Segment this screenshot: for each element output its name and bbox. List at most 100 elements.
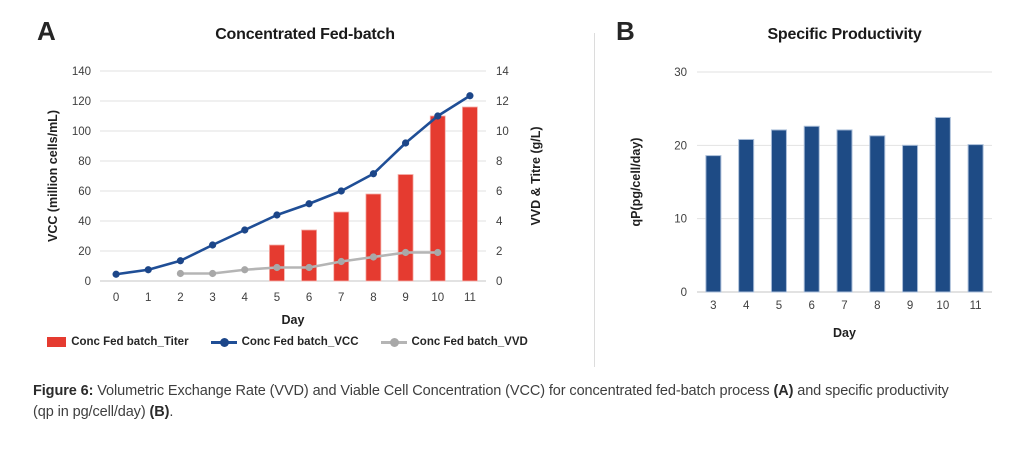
titer-bar — [333, 211, 350, 282]
caption-figure-label: Figure 6: — [33, 383, 94, 399]
caption-bold-b: (B) — [149, 404, 170, 420]
qp-bar — [803, 125, 820, 293]
caption-text-1: Volumetric Exchange Rate (VVD) and Viabl… — [93, 383, 774, 399]
x-axis-tick-label: 10 — [936, 300, 949, 312]
series-marker — [208, 241, 217, 249]
chart-b-title: Specific Productivity — [767, 26, 922, 43]
chart-a-legend: Conc Fed batch_Titer Conc Fed batch_VCC … — [35, 336, 540, 348]
series-marker — [369, 253, 378, 261]
titer-bar — [429, 115, 446, 282]
titer-bar — [397, 174, 414, 282]
x-axis-tick-label: 5 — [776, 300, 782, 312]
qp-bar — [902, 144, 919, 293]
x-axis-tick-label: 7 — [841, 300, 847, 312]
x-axis-tick-label: 11 — [970, 300, 982, 312]
right-axis-title: VVD & Titre (g/L) — [529, 126, 543, 225]
series-marker — [466, 92, 474, 100]
left-axis-tick-label: 140 — [72, 66, 91, 78]
legend-label-titer: Conc Fed batch_Titer — [71, 336, 189, 348]
right-axis-tick-label: 0 — [496, 276, 502, 288]
figure-caption: Figure 6: Volumetric Exchange Rate (VVD)… — [33, 381, 968, 423]
series-marker — [434, 248, 442, 257]
series-marker — [401, 248, 410, 257]
x-axis-tick-label: 4 — [743, 300, 750, 312]
right-axis-tick-label: 4 — [496, 216, 503, 228]
vvd-line-swatch-icon — [380, 337, 407, 347]
x-axis-tick-label: 1 — [145, 292, 151, 304]
y-axis-tick-label: 10 — [674, 214, 687, 226]
x-axis-tick-label: 4 — [242, 292, 249, 304]
series-marker — [369, 170, 378, 178]
series-marker — [144, 266, 152, 274]
legend-item-vvd: Conc Fed batch_VVD — [380, 336, 528, 348]
series-line — [114, 94, 472, 276]
series-marker — [176, 269, 185, 278]
y-axis-tick-label: 0 — [681, 287, 687, 299]
panel-b-specific-productivity: B Specific Productivity 0 10 20 30 qP(pg/cel… — [600, 10, 1012, 375]
legend-item-titer: Conc Fed batch_Titer — [47, 336, 189, 348]
x-axis-tick-label: 8 — [874, 300, 880, 312]
qp-bar — [869, 135, 886, 293]
legend-label-vcc: Conc Fed batch_VCC — [241, 336, 359, 348]
qp-bar — [836, 129, 853, 293]
right-axis-tick-label: 14 — [496, 66, 509, 78]
y-axis-tick-label: 20 — [674, 140, 687, 152]
titer-bar — [269, 244, 285, 282]
caption-text-2: and specific productivity (qp in pg/cell… — [33, 383, 949, 420]
left-axis-tick-label: 120 — [72, 96, 91, 108]
x-axis-tick-label: 9 — [907, 300, 913, 312]
legend-label-vvd: Conc Fed batch_VVD — [411, 336, 528, 348]
chart-a-xaxis-title: Day — [281, 313, 305, 327]
x-axis-tick-label: 0 — [113, 292, 119, 304]
x-axis-tick-label: 2 — [177, 292, 183, 304]
caption-bold-a: (A) — [773, 383, 794, 399]
titer-bar — [365, 193, 382, 282]
qp-bar — [705, 155, 722, 293]
right-axis-tick-label: 8 — [496, 156, 502, 168]
bar-chart-specific-productivity: 0 10 20 30 qP(pg/cell/day) 3 4 5 6 7 8 9 10 11 — [629, 67, 992, 312]
series-marker — [112, 270, 120, 278]
series-marker — [241, 266, 249, 274]
series-marker — [434, 112, 442, 120]
panel-a-letter: A — [37, 16, 56, 46]
caption-period: . — [169, 404, 174, 420]
legend-item-vcc: Conc Fed batch_VCC — [210, 336, 359, 348]
x-axis-tick-label: 3 — [710, 300, 716, 312]
right-axis-tick-label: 2 — [496, 246, 502, 258]
series-marker — [241, 226, 249, 234]
left-axis-tick-label: 60 — [78, 186, 91, 198]
left-axis-tick-label: 40 — [78, 216, 91, 228]
x-axis-tick-label: 5 — [274, 292, 280, 304]
left-axis-tick-label: 20 — [78, 246, 91, 258]
chart-b-xaxis-title: Day — [833, 326, 856, 340]
left-axis-title: VCC (million cells/mL) — [46, 110, 60, 242]
x-axis-tick-label: 9 — [402, 292, 408, 304]
titer-bar — [462, 106, 478, 282]
panel-b-letter: B — [616, 16, 635, 46]
panel-divider — [594, 33, 595, 367]
qp-bar — [934, 116, 951, 293]
x-axis-tick-label: 8 — [370, 292, 376, 304]
x-axis-tick-label: 3 — [209, 292, 215, 304]
chart-a-title: Concentrated Fed-batch — [215, 26, 395, 43]
series-marker — [401, 139, 410, 147]
left-axis-tick-label: 100 — [72, 126, 91, 138]
series-marker — [176, 257, 185, 265]
series-marker — [337, 257, 345, 266]
x-axis-tick-label: 6 — [306, 292, 312, 304]
x-axis-tick-label: 10 — [431, 292, 444, 304]
x-axis-tick-label: 6 — [809, 300, 815, 312]
vcc-line-swatch-icon — [210, 337, 237, 347]
series-marker — [337, 187, 345, 195]
series-marker — [273, 211, 281, 219]
right-axis-tick-label: 10 — [496, 126, 509, 138]
y-axis-title: qP(pg/cell/day) — [629, 138, 643, 227]
series-marker — [305, 263, 313, 272]
series-marker — [208, 269, 217, 278]
qp-bar — [770, 129, 787, 293]
left-axis-tick-label: 0 — [85, 276, 91, 288]
right-axis-tick-label: 6 — [496, 186, 502, 198]
titer-swatch-icon — [47, 337, 67, 347]
qp-bar — [967, 144, 984, 293]
